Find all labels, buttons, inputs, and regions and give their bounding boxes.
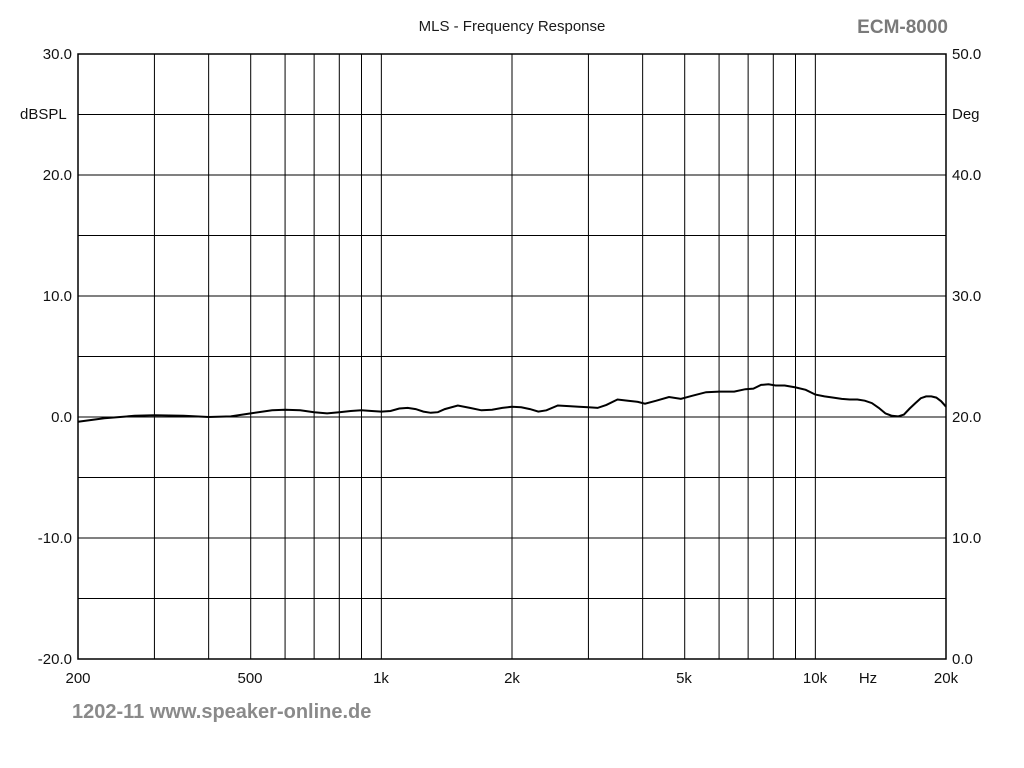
y2-axis-label: Deg	[952, 106, 980, 123]
y2-tick-label: 0.0	[952, 651, 973, 668]
y-tick-label: 20.0	[42, 167, 72, 184]
y-tick-label: -10.0	[37, 530, 72, 547]
y-axis-label: dBSPL	[20, 106, 67, 123]
product-name: ECM-8000	[857, 17, 948, 38]
watermark-text: 1202-11 www.speaker-online.de	[72, 701, 372, 723]
y-tick-label: 30.0	[42, 46, 72, 63]
y2-tick-label: 20.0	[952, 409, 982, 426]
y2-tick-label: 30.0	[952, 288, 982, 305]
y-tick-label: 10.0	[42, 288, 72, 305]
x-axis-label: Hz	[858, 670, 878, 687]
frequency-response-curve	[77, 383, 947, 423]
x-tick-label: 20k	[933, 670, 959, 687]
plot-frame	[77, 53, 947, 660]
x-tick-label: 5k	[676, 670, 692, 687]
y-tick-label: 0.0	[51, 409, 72, 426]
x-tick-label: 500	[237, 670, 263, 687]
y2-tick-label: 40.0	[952, 167, 982, 184]
y2-tick-label: 50.0	[952, 46, 982, 63]
x-tick-label: 200	[65, 670, 91, 687]
x-tick-label: 2k	[504, 670, 520, 687]
y-tick-label: -20.0	[37, 651, 72, 668]
x-tick-label: 10k	[802, 670, 828, 687]
x-tick-label: 1k	[373, 670, 389, 687]
chart-title: MLS - Frequency Response	[418, 18, 606, 35]
y2-tick-label: 10.0	[952, 530, 982, 547]
